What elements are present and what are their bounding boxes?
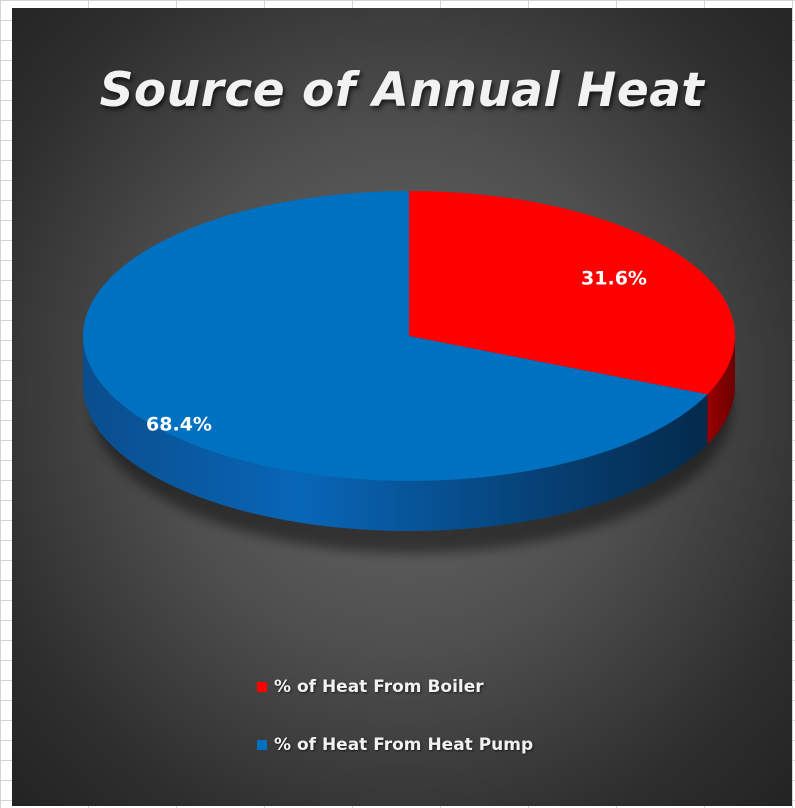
legend-item-boiler: % of Heat From Boiler [257, 658, 533, 716]
pie-labels: 31.6% 68.4% [146, 268, 647, 436]
data-label-heat-pump: 68.4% [146, 414, 212, 436]
pie-slice-heat-pump[interactable] [82, 191, 708, 482]
legend: % of Heat From Boiler % of Heat From Hea… [257, 658, 533, 774]
pie-side-heat-pump [83, 336, 708, 531]
legend-swatch-boiler [257, 682, 267, 692]
pie-slice-boiler[interactable] [409, 191, 735, 395]
legend-label-heat-pump: % of Heat From Heat Pump [274, 735, 534, 755]
chart-title: Source of Annual Heat [99, 63, 705, 118]
data-label-boiler: 31.6% [581, 268, 647, 290]
legend-label-boiler: % of Heat From Boiler [274, 677, 484, 697]
legend-swatch-heat-pump [257, 740, 267, 750]
pie-side-boiler [707, 336, 735, 445]
pie-chart: 31.6% 68.4% [82, 191, 735, 553]
legend-item-heat-pump: % of Heat From Heat Pump [257, 716, 533, 774]
pie-sides [83, 336, 735, 531]
pie-tops [82, 191, 735, 482]
chart-area[interactable]: Source of Annual Heat 31.6% 68.4% % of [12, 8, 792, 806]
